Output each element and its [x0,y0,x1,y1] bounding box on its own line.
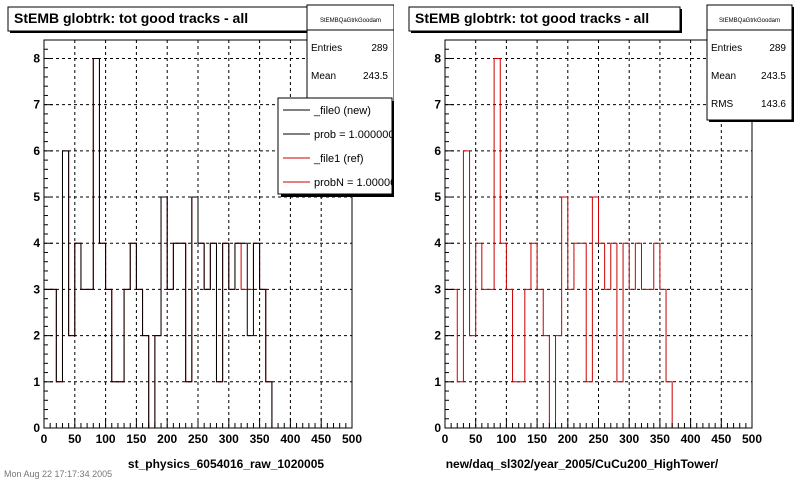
x-tick-label: 200 [157,432,177,446]
legend-entry-label: probN = 1.000000 [314,177,402,189]
stats-value-entries: 289 [371,43,388,54]
y-tick-label: 8 [434,51,441,65]
x-tick-label: 0 [41,432,48,446]
legend-entry-label: prob = 1.000000 [314,129,394,141]
x-tick-label: 50 [469,432,483,446]
right-histogram-panel: 0 50 100 150 200 250 300 350 400 450 500 0 1 2 3 4 5 6 7 8 S… [408,4,794,471]
histogram-series-ref [445,57,673,429]
x-tick-label: 450 [711,432,731,446]
x-tick-label: 350 [250,432,270,446]
legend-entry-label: _file1 (ref) [313,153,364,165]
x-tick-label: 300 [219,432,239,446]
stats-value-entries: 289 [769,43,786,54]
x-tick-label: 50 [68,432,82,446]
x-tick-label: 150 [527,432,547,446]
x-tick-label: 450 [311,432,331,446]
y-tick-label: 0 [33,421,40,435]
x-tick-label: 500 [742,432,762,446]
y-tick-label: 6 [434,144,441,158]
y-tick-label: 6 [33,144,40,158]
x-axis-label: st_physics_6054016_raw_1020005 [128,457,324,471]
y-tick-label: 3 [434,282,441,296]
x-tick-label: 200 [558,432,578,446]
y-tick-label: 5 [33,190,40,204]
x-tick-label: 0 [442,432,449,446]
y-tick-label: 8 [33,51,40,65]
histogram-series-new [44,57,273,429]
y-tick-label: 4 [434,236,441,250]
stats-value-rms: 143.6 [761,99,786,110]
footer-timestamp: Mon Aug 22 17:17:34 2005 [4,469,112,479]
stats-title: StEMBQaGtrkGoodam [320,18,381,24]
y-tick-label: 0 [434,421,441,435]
y-tick-label: 5 [434,190,441,204]
x-tick-label: 100 [96,432,116,446]
y-tick-label: 4 [33,236,40,250]
stats-value-mean: 243.5 [761,71,786,82]
stats-title: StEMBQaGtrkGoodam [719,18,780,24]
x-tick-label: 400 [280,432,300,446]
chart-title: StEMB globtrk: tot good tracks - all [415,10,649,26]
title-box [408,6,681,32]
x-axis-label: new/daq_sl302/year_2005/CuCu200_HighTowe… [446,457,719,471]
y-tick-label: 7 [434,98,441,112]
y-tick-label: 2 [33,329,40,343]
x-tick-label: 100 [496,432,516,446]
y-tick-label: 1 [33,375,40,389]
stats-label-entries: Entries [311,43,342,54]
stats-box [706,4,793,121]
stats-label-rms: RMS [711,99,734,110]
x-tick-label: 500 [342,432,362,446]
x-tick-label: 250 [188,432,208,446]
y-tick-label: 2 [434,329,441,343]
legend-box [277,97,393,195]
x-tick-label: 250 [588,432,608,446]
legend-entry-label: _file0 (new) [313,105,371,117]
stats-value-mean: 243.5 [363,71,388,82]
stats-label-entries: Entries [711,43,742,54]
stats-label-mean: Mean [311,71,336,82]
x-tick-label: 300 [619,432,639,446]
y-tick-label: 7 [33,98,40,112]
x-tick-label: 150 [126,432,146,446]
y-tick-label: 3 [33,282,40,296]
y-tick-label: 1 [434,375,441,389]
left-histogram-panel: 0 50 100 150 200 250 300 350 400 450 500 0 1 2 3 4 5 6 7 8 S… [7,4,402,471]
x-tick-label: 400 [681,432,701,446]
stats-label-mean: Mean [711,71,736,82]
x-tick-label: 350 [650,432,670,446]
chart-title: StEMB globtrk: tot good tracks - all [14,10,248,26]
